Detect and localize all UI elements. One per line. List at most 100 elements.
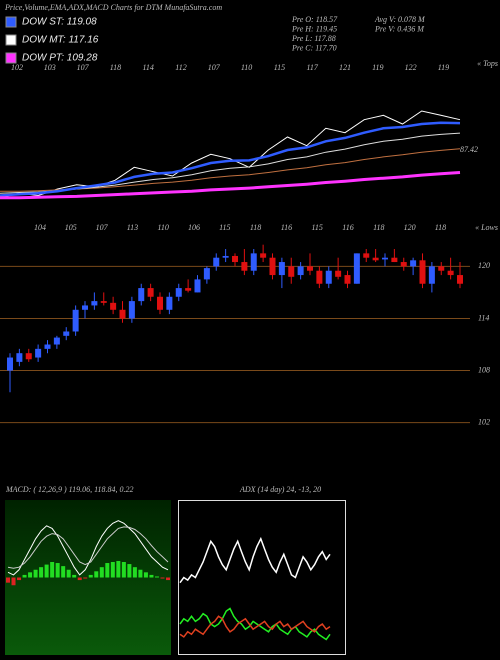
candle-body — [457, 275, 463, 284]
legend-swatch — [5, 34, 17, 46]
legend-swatch — [5, 52, 17, 64]
page-title: Price,Volume,EMA,ADX,MACD Charts for DTM… — [4, 3, 222, 12]
top-label: 107 — [96, 223, 109, 232]
macd-bar — [44, 564, 49, 578]
candle-body — [222, 255, 229, 258]
macd-bar — [132, 567, 137, 578]
ema-line — [0, 110, 461, 199]
candle-body — [307, 266, 313, 271]
candle-body — [382, 257, 388, 260]
y-tick-label: 114 — [478, 313, 489, 322]
top-label: 117 — [306, 63, 318, 72]
y-tick-label: 102 — [478, 417, 490, 426]
top-label: 103 — [44, 63, 56, 72]
y-tick-label: 108 — [478, 365, 490, 374]
candle-body — [91, 301, 98, 306]
top-label: 107 — [77, 63, 90, 72]
top-label: 115 — [274, 63, 285, 72]
top-label: 120 — [404, 223, 416, 232]
candle-body — [166, 296, 173, 310]
candle-body — [325, 270, 332, 284]
corner-label: « Tops — [477, 59, 498, 68]
macd-bar — [83, 577, 88, 579]
macd-bar — [61, 566, 66, 578]
top-label: 112 — [175, 63, 186, 72]
macd-bar — [166, 577, 170, 581]
candle-body — [353, 253, 360, 284]
macd-bar — [94, 571, 99, 578]
candle-body — [100, 301, 107, 303]
macd-bar — [143, 572, 148, 578]
top-label: 118 — [250, 223, 261, 232]
top-label: 106 — [188, 223, 200, 232]
macd-bar — [127, 564, 132, 578]
top-label: 107 — [208, 63, 221, 72]
macd-title: MACD: ( 12,26,9 ) 119.06, 118.84, 0.22 — [5, 485, 133, 494]
macd-bar — [28, 572, 33, 578]
candle-body — [344, 275, 351, 284]
candle-body — [335, 270, 342, 277]
adx-line — [179, 615, 331, 638]
macd-bar — [50, 562, 55, 578]
macd-bar — [33, 569, 38, 578]
top-label: 115 — [219, 223, 230, 232]
adx-title: ADX (14 day) 24, -13, 20 — [239, 485, 321, 494]
macd-bar — [121, 562, 126, 578]
candle-body — [269, 257, 276, 276]
top-label: 119 — [438, 63, 449, 72]
top-label: 118 — [373, 223, 384, 232]
top-label: 121 — [339, 63, 351, 72]
macd-bar — [160, 577, 165, 579]
candle-body — [288, 266, 295, 277]
macd-panel — [5, 500, 171, 655]
candle-body — [35, 348, 42, 358]
legend-label: DOW MT: 117.16 — [22, 35, 99, 46]
annotation: 87.42 — [460, 145, 478, 154]
macd-bar — [110, 562, 115, 578]
candle-body — [7, 357, 13, 371]
top-label: 114 — [142, 63, 153, 72]
top-label: 110 — [157, 223, 168, 232]
candle-body — [185, 288, 192, 291]
candle-body — [372, 257, 379, 261]
adx-line — [179, 536, 331, 584]
adx-line — [179, 607, 331, 641]
candle-body — [213, 257, 220, 267]
macd-bar — [116, 560, 121, 578]
top-label: 105 — [65, 223, 77, 232]
top-label: 115 — [311, 223, 322, 232]
macd-bar — [39, 567, 44, 578]
candle-body — [260, 253, 267, 258]
candle-body — [232, 255, 238, 263]
legend-label: DOW ST: 119.08 — [22, 17, 97, 28]
candle-body — [119, 309, 126, 319]
stat: Pre O: 118.57 — [291, 15, 338, 24]
macd-bar — [55, 563, 60, 578]
stat: Pre V: 0.436 M — [374, 24, 425, 33]
ema-line — [0, 132, 461, 194]
candle-body — [278, 262, 285, 276]
macd-bar — [66, 569, 71, 578]
y-tick-label: 120 — [478, 261, 490, 270]
corner-label: « Lows — [475, 223, 498, 232]
candle-body — [72, 309, 79, 332]
ema-line — [0, 148, 461, 192]
candle-body — [44, 344, 51, 349]
top-label: 118 — [435, 223, 446, 232]
candle-body — [410, 260, 417, 267]
candle-body — [438, 266, 445, 271]
candle-body — [82, 305, 88, 310]
candle-body — [63, 331, 70, 336]
macd-bar — [22, 574, 27, 578]
macd-bar — [72, 574, 77, 578]
macd-bar — [77, 577, 82, 581]
top-label: 122 — [405, 63, 417, 72]
candle-body — [297, 266, 304, 276]
top-label: 118 — [110, 63, 121, 72]
candle-body — [241, 262, 248, 271]
top-label: 116 — [281, 223, 292, 232]
macd-bar — [88, 574, 93, 578]
candle-body — [250, 253, 257, 271]
top-label: 104 — [34, 223, 46, 232]
